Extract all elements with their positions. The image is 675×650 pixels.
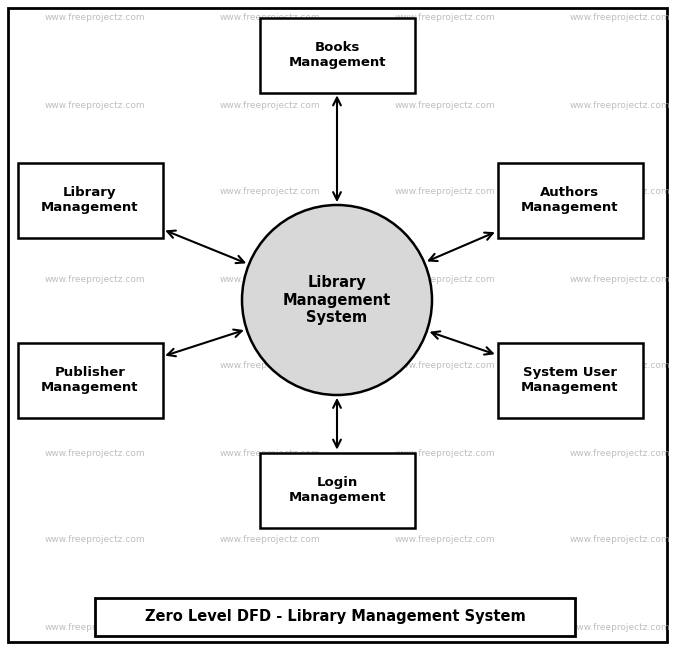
Text: www.freeprojectz.com: www.freeprojectz.com <box>570 187 670 196</box>
Text: Books
Management: Books Management <box>288 41 385 69</box>
Bar <box>497 162 643 237</box>
Text: www.freeprojectz.com: www.freeprojectz.com <box>45 274 145 283</box>
Text: www.freeprojectz.com: www.freeprojectz.com <box>219 14 321 23</box>
Text: www.freeprojectz.com: www.freeprojectz.com <box>45 187 145 196</box>
Text: Login
Management: Login Management <box>288 476 385 504</box>
Circle shape <box>242 205 432 395</box>
Bar <box>95 598 575 636</box>
Text: www.freeprojectz.com: www.freeprojectz.com <box>570 14 670 23</box>
Text: Publisher
Management: Publisher Management <box>41 366 139 394</box>
Text: www.freeprojectz.com: www.freeprojectz.com <box>570 623 670 632</box>
Text: System User
Management: System User Management <box>521 366 619 394</box>
Text: Library
Management
System: Library Management System <box>283 275 391 325</box>
Text: www.freeprojectz.com: www.freeprojectz.com <box>395 536 495 545</box>
Text: Library
Management: Library Management <box>41 186 139 214</box>
Text: www.freeprojectz.com: www.freeprojectz.com <box>219 274 321 283</box>
Text: www.freeprojectz.com: www.freeprojectz.com <box>45 448 145 458</box>
Text: www.freeprojectz.com: www.freeprojectz.com <box>570 274 670 283</box>
Text: www.freeprojectz.com: www.freeprojectz.com <box>45 361 145 370</box>
Text: www.freeprojectz.com: www.freeprojectz.com <box>395 14 495 23</box>
Text: www.freeprojectz.com: www.freeprojectz.com <box>570 448 670 458</box>
Text: www.freeprojectz.com: www.freeprojectz.com <box>570 101 670 109</box>
Text: www.freeprojectz.com: www.freeprojectz.com <box>395 448 495 458</box>
Text: www.freeprojectz.com: www.freeprojectz.com <box>219 536 321 545</box>
Text: Authors
Management: Authors Management <box>521 186 619 214</box>
Bar <box>18 343 163 417</box>
Text: www.freeprojectz.com: www.freeprojectz.com <box>395 101 495 109</box>
Text: www.freeprojectz.com: www.freeprojectz.com <box>570 361 670 370</box>
Text: www.freeprojectz.com: www.freeprojectz.com <box>219 101 321 109</box>
Bar <box>18 162 163 237</box>
Bar <box>497 343 643 417</box>
Text: www.freeprojectz.com: www.freeprojectz.com <box>45 14 145 23</box>
Text: www.freeprojectz.com: www.freeprojectz.com <box>395 361 495 370</box>
Text: www.freeprojectz.com: www.freeprojectz.com <box>395 623 495 632</box>
Bar <box>259 18 414 92</box>
Text: www.freeprojectz.com: www.freeprojectz.com <box>45 101 145 109</box>
Text: www.freeprojectz.com: www.freeprojectz.com <box>219 448 321 458</box>
Text: www.freeprojectz.com: www.freeprojectz.com <box>219 361 321 370</box>
Bar <box>259 452 414 528</box>
Text: www.freeprojectz.com: www.freeprojectz.com <box>45 623 145 632</box>
Text: Zero Level DFD - Library Management System: Zero Level DFD - Library Management Syst… <box>144 610 525 625</box>
Text: www.freeprojectz.com: www.freeprojectz.com <box>395 187 495 196</box>
Text: www.freeprojectz.com: www.freeprojectz.com <box>395 274 495 283</box>
Text: www.freeprojectz.com: www.freeprojectz.com <box>219 187 321 196</box>
Text: www.freeprojectz.com: www.freeprojectz.com <box>219 623 321 632</box>
Text: www.freeprojectz.com: www.freeprojectz.com <box>570 536 670 545</box>
Text: www.freeprojectz.com: www.freeprojectz.com <box>45 536 145 545</box>
